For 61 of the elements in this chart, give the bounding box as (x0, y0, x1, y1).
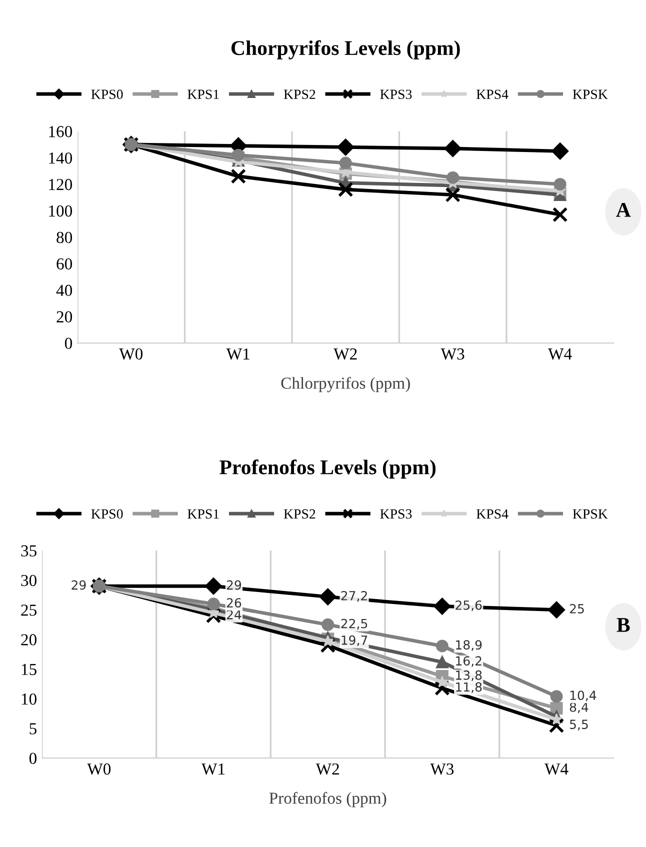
legend-label: KPS2 (284, 90, 316, 100)
x-tick-label: W3 (430, 763, 454, 775)
data-label: 13,8 (456, 670, 482, 682)
data-label: 25 (570, 604, 584, 614)
x-tick-label: W1 (226, 348, 250, 360)
legend-label: KPS3 (380, 509, 412, 519)
data-label: 22,5 (341, 618, 368, 630)
y-tick-label: 30 (21, 574, 36, 586)
data-label: 19,7 (342, 635, 368, 646)
data-label: 26 (226, 598, 242, 608)
y-tick-label: 20 (21, 634, 36, 646)
x-tick-label: W1 (201, 763, 225, 775)
x-tick-label: W2 (316, 763, 339, 775)
data-label: 29 (226, 580, 242, 590)
y-tick-label: 100 (49, 205, 72, 217)
chart-title: Chorpyrifos Levels (ppm) (231, 40, 460, 60)
data-label: 10,4 (570, 690, 596, 702)
data-label: 29 (72, 580, 86, 590)
data-label: 16,2 (456, 656, 482, 667)
y-tick-label: 60 (56, 258, 72, 270)
data-label: 11,8 (456, 682, 482, 694)
y-tick-label: 0 (29, 752, 36, 764)
x-tick-label: W2 (334, 348, 357, 360)
y-tick-label: 35 (21, 545, 36, 556)
x-tick-label: W4 (544, 764, 568, 775)
x-tick-label: W3 (440, 348, 464, 360)
y-tick-label: 160 (49, 126, 72, 138)
x-axis-title: Chlorpyrifos (ppm) (281, 376, 410, 392)
legend-label: KPSK (572, 90, 608, 100)
data-label: 24 (226, 610, 242, 620)
legend-label: KPS0 (91, 509, 123, 519)
chart-title: Profenofos Levels (ppm) (220, 459, 436, 479)
legend-label: KPS3 (380, 90, 412, 100)
data-label: 25,6 (456, 600, 482, 612)
data-label: 8,4 (570, 702, 588, 714)
y-tick-label: 120 (49, 178, 72, 190)
legend-label: KPS1 (188, 509, 219, 519)
y-tick-label: 80 (56, 232, 72, 244)
legend-label: KPS2 (284, 509, 316, 519)
y-tick-label: 15 (22, 664, 36, 676)
y-tick-label: 40 (56, 284, 72, 296)
legend-label: KPS0 (91, 90, 123, 100)
x-axis-title: Profenofos (ppm) (269, 792, 386, 808)
y-tick-label: 140 (49, 152, 72, 164)
y-tick-label: 10 (22, 693, 36, 705)
data-label: 18,9 (456, 640, 482, 651)
text: B (616, 618, 630, 632)
legend-label: KPSK (572, 509, 608, 519)
legend-label: KPS1 (188, 90, 219, 100)
x-tick-label: W4 (548, 348, 572, 360)
data-label: 5,5 (570, 720, 588, 730)
data-label: 27,2 (341, 590, 367, 602)
x-tick-label: W0 (119, 348, 143, 360)
x-tick-label: W0 (87, 763, 111, 775)
y-tick-label: 5 (30, 723, 36, 734)
legend-label: KPS4 (476, 90, 508, 100)
y-tick-label: 25 (21, 604, 36, 616)
text: A (616, 203, 631, 217)
legend-label: KPS4 (476, 509, 508, 519)
y-tick-label: 0 (64, 338, 72, 349)
y-tick-label: 20 (56, 311, 72, 323)
